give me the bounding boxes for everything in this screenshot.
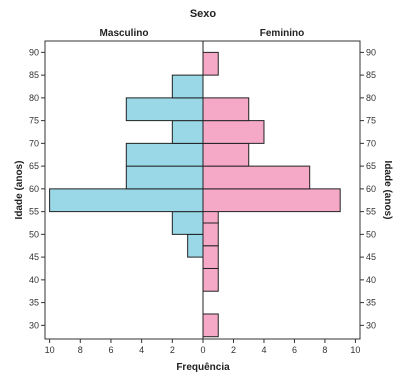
- x-tick-left-8: 8: [78, 345, 83, 355]
- y-tick-right-70: 70: [366, 138, 376, 148]
- x-tick-right-10: 10: [350, 345, 360, 355]
- x-tick-right-2: 2: [231, 345, 236, 355]
- bar-feminino-2: [202, 245, 219, 269]
- bar-feminino-0: [202, 313, 219, 338]
- y-tick-left-65: 65: [29, 161, 39, 171]
- bar-masculino-3: [125, 165, 204, 190]
- y-tick-left-55: 55: [29, 207, 39, 217]
- y-tick-left-50: 50: [29, 229, 39, 239]
- chart-title: Sexo: [190, 8, 217, 20]
- y-tick-left-85: 85: [29, 70, 39, 80]
- panel-label-masculino: Masculino: [100, 28, 149, 39]
- bar-masculino-7: [171, 74, 204, 99]
- series-masculino: [49, 74, 204, 258]
- x-tick-left-10: 10: [45, 345, 55, 355]
- y-tick-right-30: 30: [366, 320, 376, 330]
- y-tick-left-30: 30: [29, 320, 39, 330]
- y-tick-right-55: 55: [366, 207, 376, 217]
- y-tick-right-50: 50: [366, 229, 376, 239]
- bar-masculino-5: [171, 120, 204, 144]
- y-tick-left-60: 60: [29, 184, 39, 194]
- bar-feminino-6: [202, 165, 311, 190]
- bar-feminino-8: [202, 120, 265, 144]
- bar-masculino-1: [171, 211, 204, 235]
- x-tick-right-4: 4: [261, 345, 266, 355]
- y-tick-left-40: 40: [29, 275, 39, 285]
- y-tick-left-90: 90: [29, 47, 39, 57]
- y-tick-left-45: 45: [29, 252, 39, 262]
- panel-label-feminino: Feminino: [260, 28, 304, 39]
- y-tick-right-40: 40: [366, 275, 376, 285]
- bar-feminino-9: [202, 97, 250, 122]
- y-tick-left-75: 75: [29, 116, 39, 126]
- x-tick-left-4: 4: [139, 345, 144, 355]
- x-tick-right-8: 8: [322, 345, 327, 355]
- y-tick-left-70: 70: [29, 138, 39, 148]
- bar-feminino-10: [202, 51, 219, 76]
- bar-feminino-5: [202, 188, 341, 213]
- bar-masculino-6: [125, 97, 204, 122]
- y-tick-right-90: 90: [366, 47, 376, 57]
- y-tick-right-60: 60: [366, 184, 376, 194]
- bar-masculino-0: [187, 233, 204, 258]
- y-tick-right-75: 75: [366, 116, 376, 126]
- y-tick-right-65: 65: [366, 161, 376, 171]
- x-tick-left-6: 6: [108, 345, 113, 355]
- x-tick-right-6: 6: [292, 345, 297, 355]
- bar-feminino-3: [202, 222, 219, 247]
- bar-masculino-2: [49, 188, 204, 213]
- bar-feminino-7: [202, 142, 250, 167]
- y-tick-right-85: 85: [366, 70, 376, 80]
- y-axis-label-right: Idade (anos): [382, 161, 393, 220]
- y-tick-left-35: 35: [29, 298, 39, 308]
- x-tick-left-2: 2: [170, 345, 175, 355]
- bar-masculino-4: [125, 142, 204, 167]
- y-tick-right-45: 45: [366, 252, 376, 262]
- y-axis-label-left: Idade (anos): [14, 161, 25, 220]
- x-axis-label: Frequência: [176, 362, 230, 373]
- y-tick-right-80: 80: [366, 93, 376, 103]
- bar-feminino-1: [202, 267, 219, 292]
- x-tick-left-0: 0: [200, 345, 205, 355]
- y-tick-right-35: 35: [366, 298, 376, 308]
- y-tick-left-80: 80: [29, 93, 39, 103]
- series-feminino: [202, 51, 341, 338]
